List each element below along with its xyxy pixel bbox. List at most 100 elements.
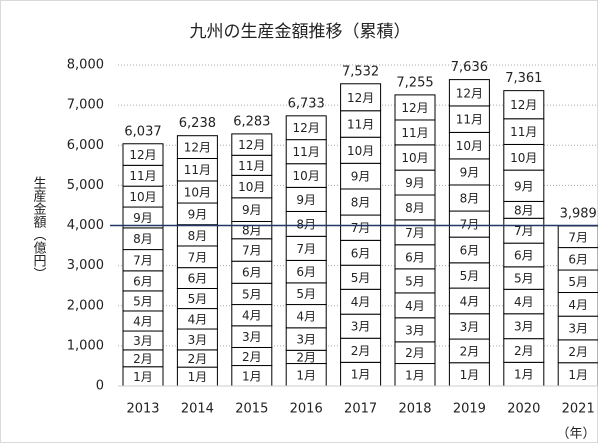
bar-segment [394,194,436,221]
segment-label: 4月 [568,298,588,312]
x-tick-label: 2019 [453,402,486,417]
segment-label: 10月 [401,151,428,165]
segment-label: 9月 [242,203,262,217]
bar-segment [448,210,490,238]
x-tick-label: 2020 [507,402,540,417]
bar-segment [340,162,382,190]
bar-segment [285,139,327,165]
segment-label: 9月 [460,165,480,179]
segment-label: 4月 [296,310,316,324]
segment-label: 7月 [188,250,208,264]
segment-label: 11月 [184,163,211,177]
segment-label: 7月 [568,230,588,244]
segment-label: 8月 [133,232,153,246]
total-label: 7,361 [505,71,542,86]
segment-label: 2月 [568,345,588,359]
segment-label: 12月 [510,98,537,112]
segment-label: 8月 [242,224,262,238]
bar-segment [448,105,490,133]
bar-segment [448,79,490,107]
segment-label: 7月 [133,254,153,268]
segment-label: 7月 [405,226,425,240]
segment-label: 6月 [188,272,208,286]
segment-label: 4月 [133,314,153,328]
y-axis-label: 生産金額（億円） [31,176,47,280]
segment-label: 6月 [351,246,371,260]
segment-label: 1月 [514,368,534,382]
bar-segment [448,287,490,315]
segment-label: 8月 [351,196,371,210]
total-label: 6,283 [233,114,270,129]
segment-label: 2月 [514,344,534,358]
segment-label: 3月 [296,333,316,347]
segment-label: 9月 [514,179,534,193]
chart-title: 九州の生産金額推移（累積） [190,22,411,42]
segment-label: 4月 [514,295,534,309]
segment-label: 5月 [242,287,262,301]
segment-label: 10月 [129,190,156,204]
segment-label: 11月 [293,145,320,159]
segment-label: 6月 [568,252,588,266]
y-tick-label: 4,000 [67,218,104,233]
segment-label: 8月 [188,229,208,243]
segment-label: 11月 [238,159,265,173]
segment-label: 1月 [351,368,371,382]
y-tick-label: 0 [96,379,104,394]
segment-label: 2月 [133,352,153,366]
bar-segment [340,188,382,216]
y-tick-label: 8,000 [67,58,104,73]
total-label: 7,636 [451,60,488,75]
total-label: 6,733 [288,96,325,111]
segment-label: 5月 [296,287,316,301]
segment-label: 3月 [460,320,480,334]
bar-segment [340,239,382,266]
segment-label: 2月 [188,352,208,366]
bar-segment [340,110,382,138]
segment-label: 2月 [296,350,316,364]
segment-label: 9月 [133,211,153,225]
segment-label: 3月 [405,323,425,337]
segment-label: 5月 [188,292,208,306]
x-axis-unit: （年） [556,427,595,442]
segment-label: 6月 [460,243,480,257]
y-tick-label: 2,000 [67,298,104,313]
segment-label: 3月 [514,320,534,334]
segment-label: 6月 [405,250,425,264]
segment-label: 4月 [188,312,208,326]
segment-label: 8月 [296,217,316,231]
segment-label: 3月 [133,334,153,348]
segment-label: 7月 [296,242,316,256]
segment-label: 3月 [242,330,262,344]
bar-segment [394,119,436,146]
segment-label: 6月 [242,266,262,280]
x-tick-label: 2014 [181,402,214,417]
segment-label: 12月 [347,91,374,105]
segment-label: 5月 [514,272,534,286]
segment-label: 2月 [405,346,425,360]
bar-segment [448,158,490,186]
segment-label: 6月 [133,274,153,288]
bar-segment [503,143,545,171]
bar-segment [340,313,382,339]
segment-label: 5月 [405,274,425,288]
segment-label: 2月 [242,350,262,364]
segment-label: 7月 [351,221,371,235]
segment-label: 12月 [456,86,483,100]
bar-segment [122,143,164,166]
segment-label: 8月 [514,203,534,217]
bar-segment [503,288,545,315]
x-tick-label: 2018 [398,402,431,417]
segment-label: 9月 [351,170,371,184]
segment-label: 1月 [188,370,208,384]
segment-label: 10月 [293,169,320,183]
segment-label: 4月 [351,295,371,309]
segment-label: 1月 [405,368,425,382]
segment-label: 11月 [401,126,428,140]
segment-label: 12月 [293,121,320,135]
segment-label: 9月 [296,193,316,207]
total-label: 6,037 [124,124,161,139]
segment-label: 3月 [351,320,371,334]
bar-segment [394,268,436,294]
segment-label: 1月 [242,369,262,383]
